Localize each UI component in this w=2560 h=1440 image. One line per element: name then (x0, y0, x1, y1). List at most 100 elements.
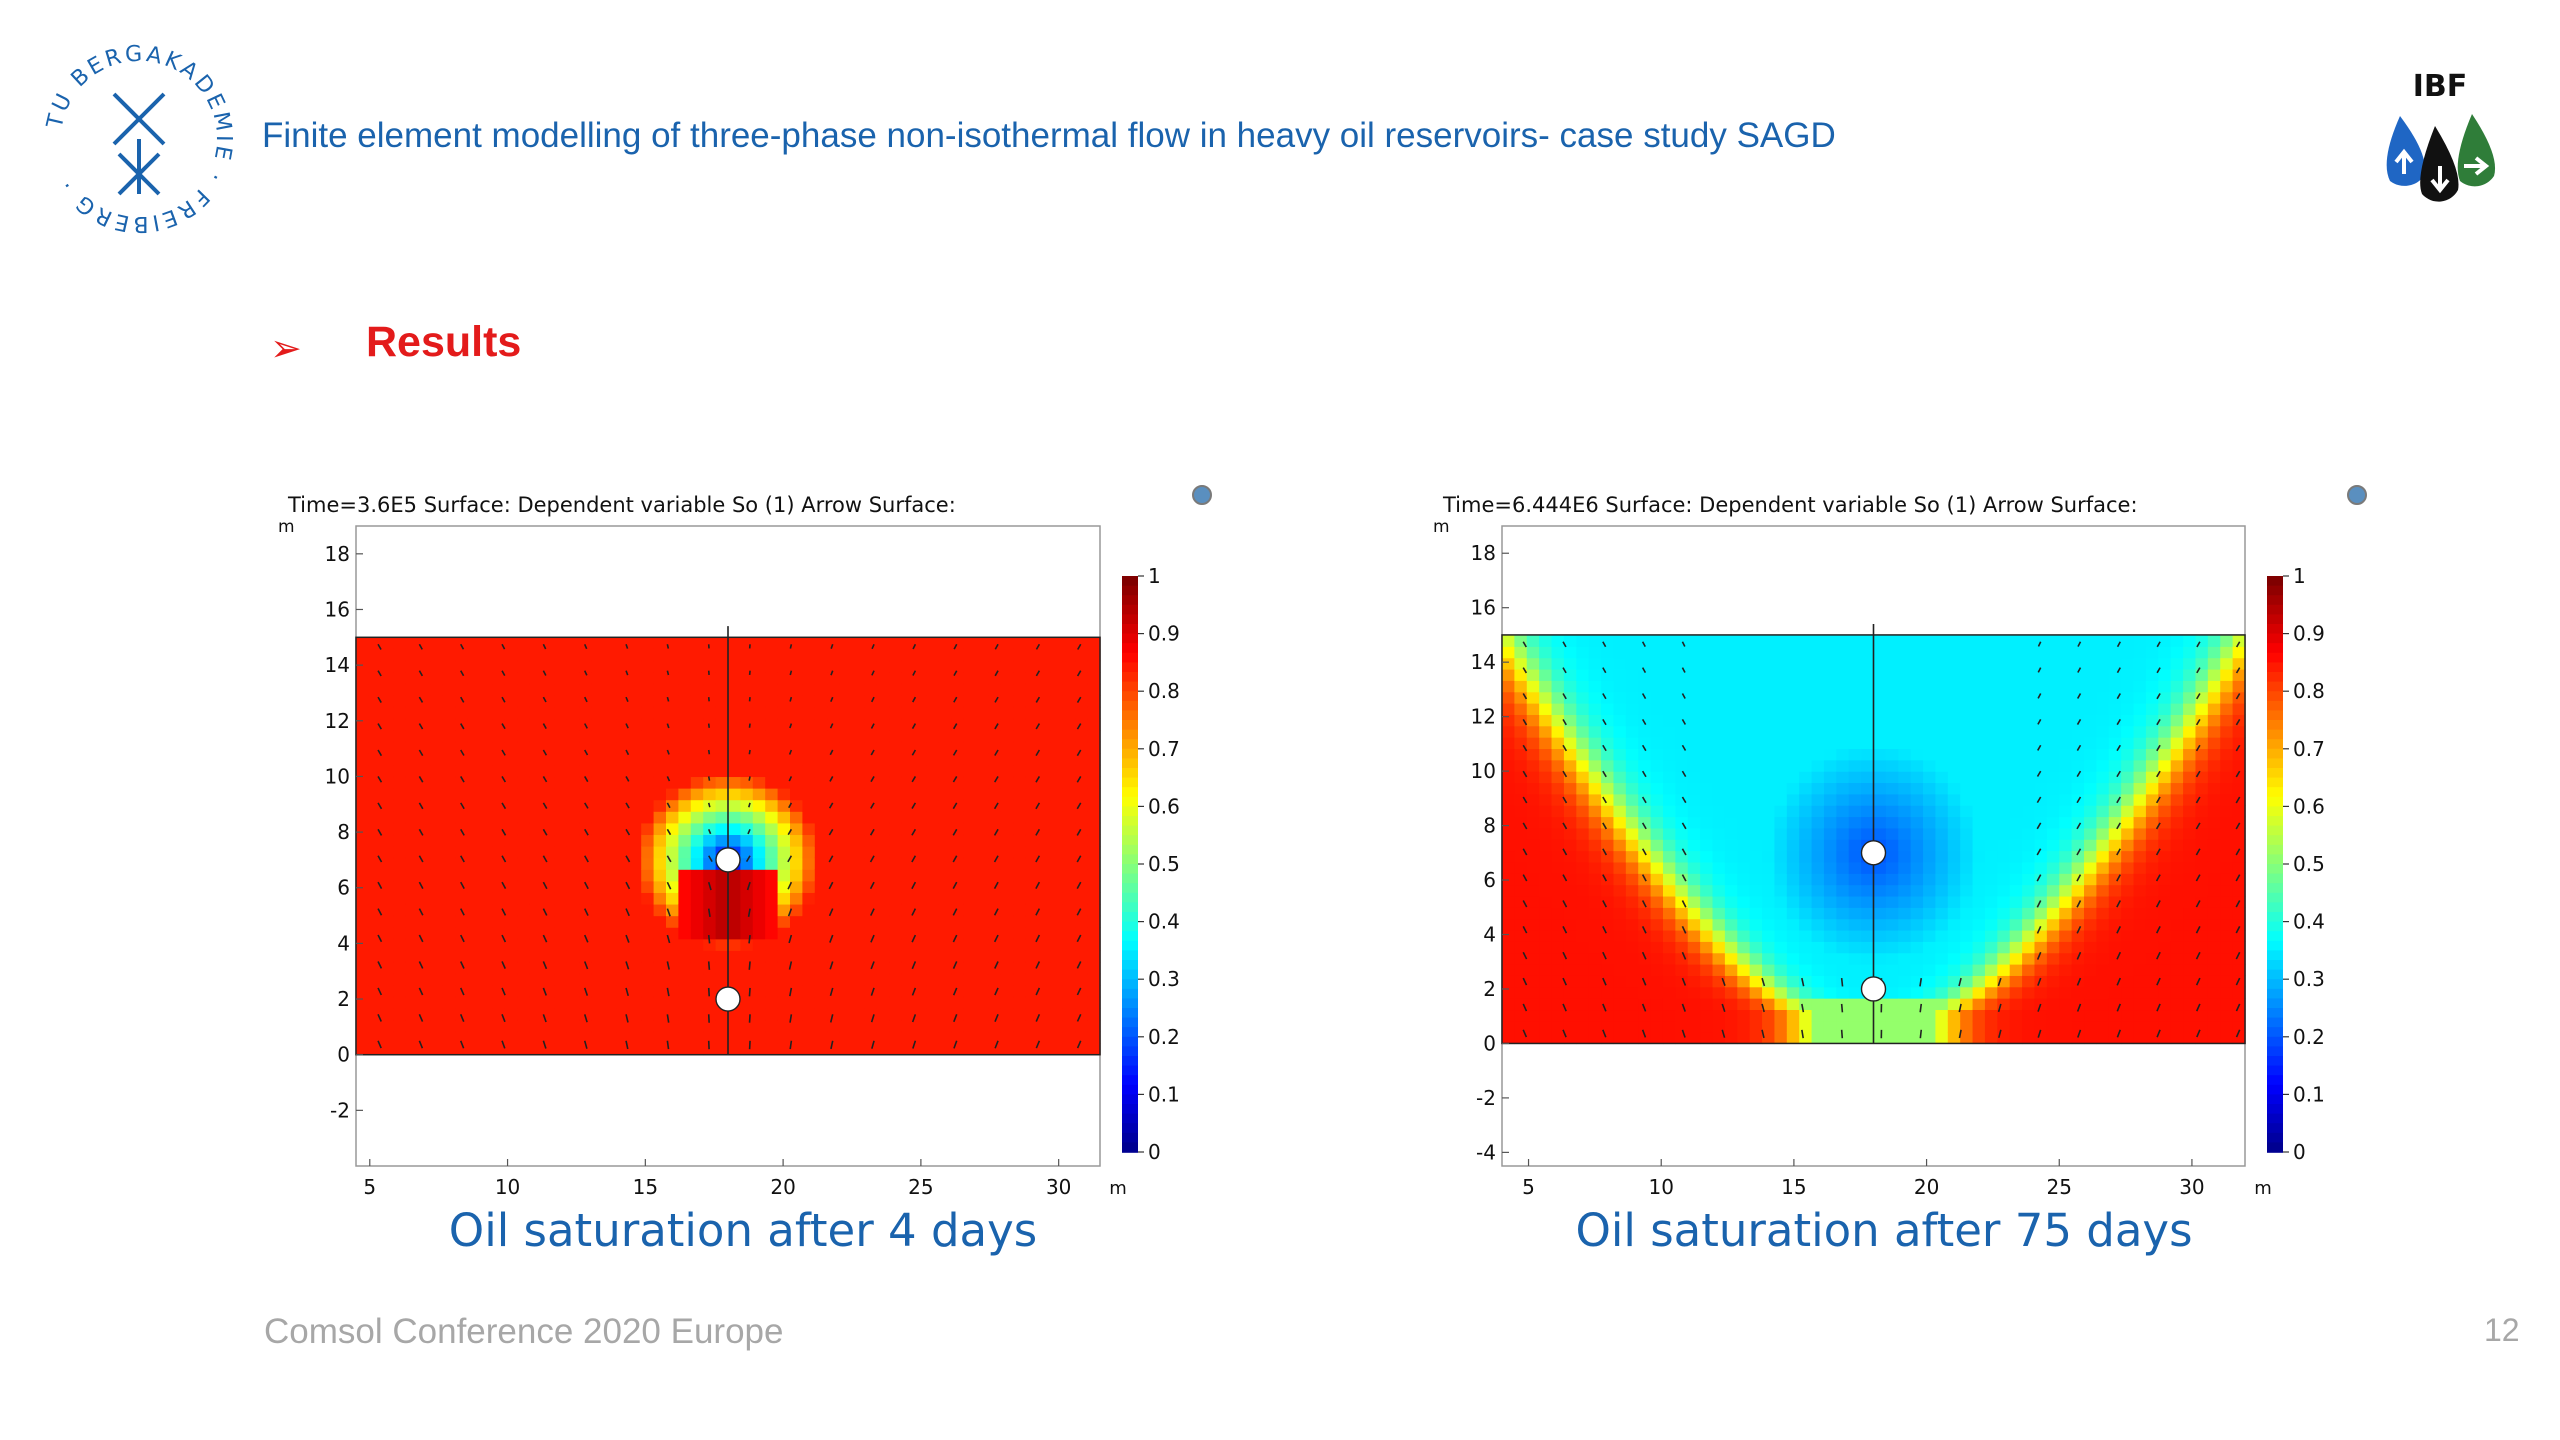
field-cell (1762, 782, 1776, 795)
field-cell (740, 1031, 754, 1044)
field-cell (1526, 827, 1540, 840)
field-cell (889, 672, 903, 685)
field-cell (1013, 672, 1027, 685)
field-cell (2145, 861, 2159, 874)
field-cell (2096, 998, 2110, 1011)
field-cell (802, 880, 816, 893)
field-cell (628, 648, 642, 662)
field-cell (1075, 660, 1089, 673)
flow-arrow (789, 670, 793, 676)
flow-arrow (1562, 641, 1567, 648)
field-cell (2133, 782, 2147, 795)
field-cell (1700, 680, 1714, 693)
field-cell (1638, 964, 1652, 976)
field-cell (1576, 861, 1590, 874)
field-cell (2108, 657, 2122, 670)
field-cell (1848, 737, 1862, 750)
field-cell (616, 764, 630, 778)
field-cell (1997, 816, 2011, 829)
field-cell (1638, 1009, 1652, 1022)
field-cell (2158, 884, 2172, 897)
field-cell (1539, 975, 1553, 988)
field-cell (1087, 869, 1101, 882)
field-cell (914, 648, 927, 662)
field-cell (1038, 1008, 1051, 1021)
field-cell (790, 973, 803, 986)
flow-arrow (1035, 961, 1041, 969)
field-cell (1923, 782, 1937, 795)
field-cell (368, 811, 382, 824)
field-cell (1551, 668, 1565, 681)
field-cell (442, 1008, 456, 1021)
field-cell (2145, 703, 2159, 715)
field-cell (1539, 782, 1553, 795)
field-cell (529, 764, 543, 778)
field-cell (1984, 941, 1998, 954)
field-cell (1823, 907, 1837, 920)
flow-arrow (1641, 641, 1646, 648)
field-cell (480, 938, 493, 951)
field-cell (1625, 827, 1639, 840)
field-cell (418, 869, 431, 882)
field-cell (2232, 646, 2246, 659)
field-cell (492, 1031, 506, 1044)
field-cell (790, 1043, 803, 1056)
field-cell (765, 660, 779, 673)
field-cell (2022, 737, 2036, 750)
flow-arrow (2195, 744, 2201, 752)
field-cell (529, 706, 543, 720)
field-cell (1625, 816, 1639, 829)
field-cell (1514, 986, 1528, 999)
field-cell (1563, 737, 1577, 750)
field-cell (1848, 725, 1862, 738)
field-cell (1087, 892, 1101, 905)
field-cell (876, 834, 890, 847)
field-cell (2158, 714, 2172, 727)
flow-arrow (666, 644, 670, 649)
field-cell (356, 915, 369, 928)
colorbar-segment (1122, 595, 1138, 606)
field-cell (1514, 748, 1528, 761)
field-cell (2145, 986, 2159, 999)
field-cell (1613, 952, 1627, 965)
field-cell (2170, 737, 2184, 750)
field-cell (988, 846, 1002, 859)
field-cell (616, 961, 630, 975)
field-cell (517, 996, 531, 1009)
field-cell (1923, 646, 1937, 659)
field-cell (690, 869, 704, 882)
field-cell (1923, 941, 1937, 954)
field-cell (1075, 1019, 1089, 1033)
field-cell (1087, 846, 1101, 859)
flow-arrow (1035, 934, 1041, 943)
field-cell (1613, 1009, 1627, 1022)
field-cell (2059, 1009, 2073, 1022)
field-cell (1823, 816, 1837, 829)
field-cell (914, 741, 927, 754)
field-cell (1038, 846, 1051, 859)
field-cell (1087, 950, 1101, 963)
field-cell (2096, 941, 2110, 954)
field-cell (1576, 1020, 1590, 1033)
flow-arrow (501, 1014, 506, 1023)
field-cell (1062, 846, 1076, 859)
field-cell (1724, 827, 1738, 840)
field-cell (1811, 873, 1825, 886)
field-cell (393, 880, 407, 893)
field-cell (2022, 918, 2036, 931)
field-cell (1038, 1019, 1051, 1033)
field-cell (628, 1008, 642, 1021)
field-cell (1650, 737, 1664, 750)
field-cell (1885, 986, 1899, 999)
field-cell (963, 927, 977, 940)
field-cell (914, 637, 927, 650)
field-cell (2145, 691, 2159, 704)
x-tick-label: 5 (363, 1175, 376, 1199)
field-cell (839, 672, 853, 685)
field-cell (529, 1031, 543, 1044)
field-cell (2220, 657, 2234, 670)
field-cell (591, 648, 605, 662)
flow-arrow (2037, 1003, 2042, 1012)
field-cell (666, 880, 679, 893)
field-cell (628, 718, 642, 731)
